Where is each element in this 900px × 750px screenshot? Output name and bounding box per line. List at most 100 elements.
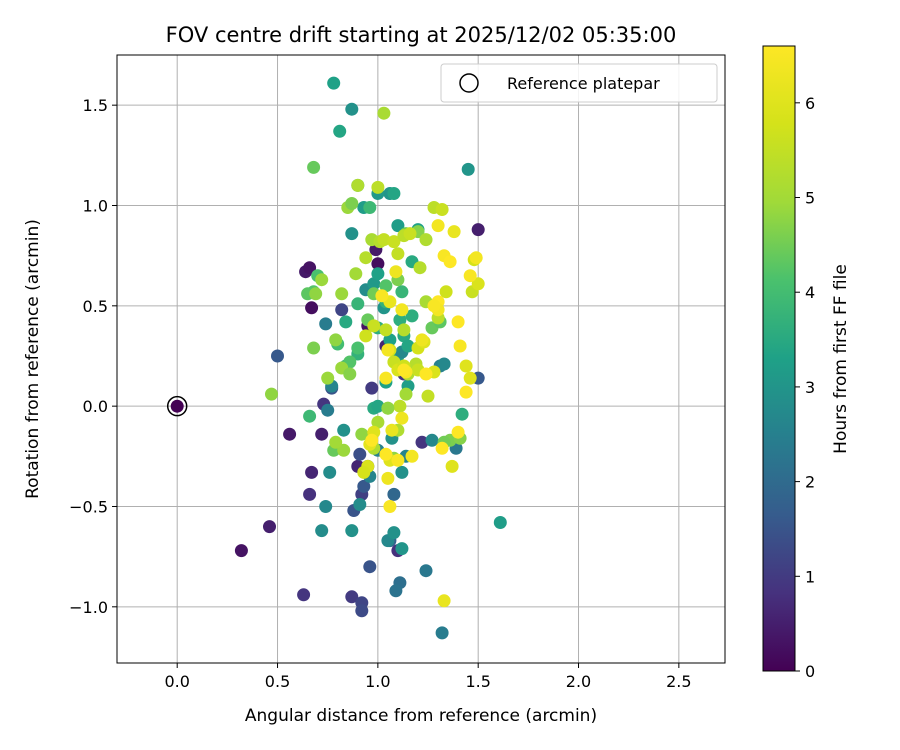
y-tick-label: 1.5 (83, 96, 108, 115)
data-point (303, 487, 317, 501)
data-point (351, 297, 365, 311)
data-point (391, 219, 405, 233)
y-axis-label: Rotation from reference (arcmin) (23, 219, 43, 499)
data-point (455, 407, 469, 421)
data-point (385, 423, 399, 437)
data-point (309, 287, 323, 301)
data-point (321, 371, 335, 385)
plot-frame (116, 54, 726, 664)
data-point (471, 277, 485, 291)
data-point (379, 323, 393, 337)
data-point (391, 247, 405, 261)
x-axis-label: Angular distance from reference (arcmin) (245, 706, 597, 726)
grid (117, 55, 725, 663)
data-point (397, 323, 411, 337)
data-point (335, 287, 349, 301)
data-point (321, 403, 335, 417)
colorbar-tick-label: 0 (805, 662, 815, 681)
data-point (353, 498, 367, 511)
y-tick-label: 0.5 (83, 297, 108, 316)
data-point (349, 267, 363, 281)
data-point (451, 315, 465, 329)
data-point (381, 471, 395, 485)
data-point (395, 411, 409, 425)
data-point (371, 399, 385, 413)
colorbar: 0 1 2 3 4 5 6 Hours from first FF file (762, 45, 851, 681)
data-point (387, 487, 401, 501)
reference-marker (166, 395, 188, 417)
data-point (337, 423, 351, 437)
data-point (307, 160, 321, 174)
data-point (357, 465, 371, 479)
data-point (305, 301, 319, 315)
data-point (391, 453, 405, 467)
data-point (389, 265, 403, 279)
colorbar-label: Hours from first FF file (831, 264, 851, 454)
data-point (393, 399, 407, 413)
data-point (463, 269, 477, 283)
colorbar-tick-label: 4 (805, 283, 815, 302)
colorbar-ticks: 0 1 2 3 4 5 6 (795, 94, 815, 681)
data-point (363, 560, 377, 574)
data-point (263, 520, 276, 534)
data-points (170, 76, 507, 640)
data-point (395, 303, 409, 317)
data-point (445, 459, 459, 473)
data-point (379, 279, 393, 293)
data-point (425, 433, 439, 447)
x-axis: 0.0 0.5 1.0 1.5 2.0 2.5 (164, 663, 692, 691)
data-point (363, 201, 377, 214)
data-point (271, 349, 284, 363)
data-point (303, 261, 317, 275)
data-point (451, 425, 465, 439)
data-point (367, 319, 381, 333)
y-tick-label: 1.0 (83, 196, 108, 215)
data-point (387, 526, 401, 540)
data-point (371, 415, 385, 429)
data-point (379, 447, 393, 461)
data-point (371, 267, 385, 281)
data-point (381, 343, 395, 357)
colorbar-tick-label: 3 (805, 378, 815, 397)
data-point (469, 251, 483, 265)
data-point (351, 341, 365, 355)
data-point (359, 329, 373, 343)
data-point (447, 225, 461, 239)
chart-title: FOV centre drift starting at 2025/12/02 … (166, 23, 677, 47)
data-point (297, 588, 311, 602)
data-point (333, 124, 347, 138)
data-point (329, 435, 343, 449)
data-point (437, 357, 451, 371)
data-point (355, 427, 369, 441)
data-point (419, 367, 433, 381)
data-point (170, 399, 184, 413)
data-point (459, 359, 473, 373)
data-point (401, 339, 415, 353)
legend-box (440, 63, 718, 103)
colorbar-tick-label: 2 (805, 473, 815, 492)
data-point (435, 203, 449, 216)
reference-platepar-marker (166, 395, 188, 417)
x-tick-label: 0.0 (164, 672, 189, 691)
data-point (387, 187, 401, 200)
data-point (443, 255, 457, 269)
y-axis: −1.0 −0.5 0.0 0.5 1.0 1.5 (69, 96, 117, 617)
data-point (371, 257, 385, 271)
data-point (403, 227, 417, 241)
data-point (413, 261, 427, 275)
legend-entry-reference: Reference platepar (507, 74, 660, 93)
data-point (395, 542, 409, 556)
data-point (431, 219, 445, 233)
data-point (377, 233, 391, 247)
data-point (381, 401, 395, 415)
y-tick-label: −1.0 (69, 598, 108, 617)
data-point (365, 433, 379, 447)
data-point (459, 385, 473, 399)
data-point (345, 590, 359, 604)
data-point (345, 227, 359, 241)
data-point (307, 341, 321, 355)
data-point (365, 381, 379, 395)
data-point (335, 303, 349, 317)
data-point (419, 564, 433, 578)
